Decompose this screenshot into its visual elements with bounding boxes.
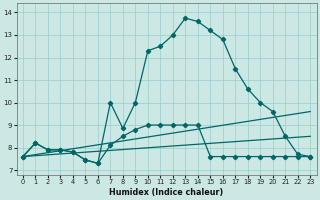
- X-axis label: Humidex (Indice chaleur): Humidex (Indice chaleur): [109, 188, 224, 197]
